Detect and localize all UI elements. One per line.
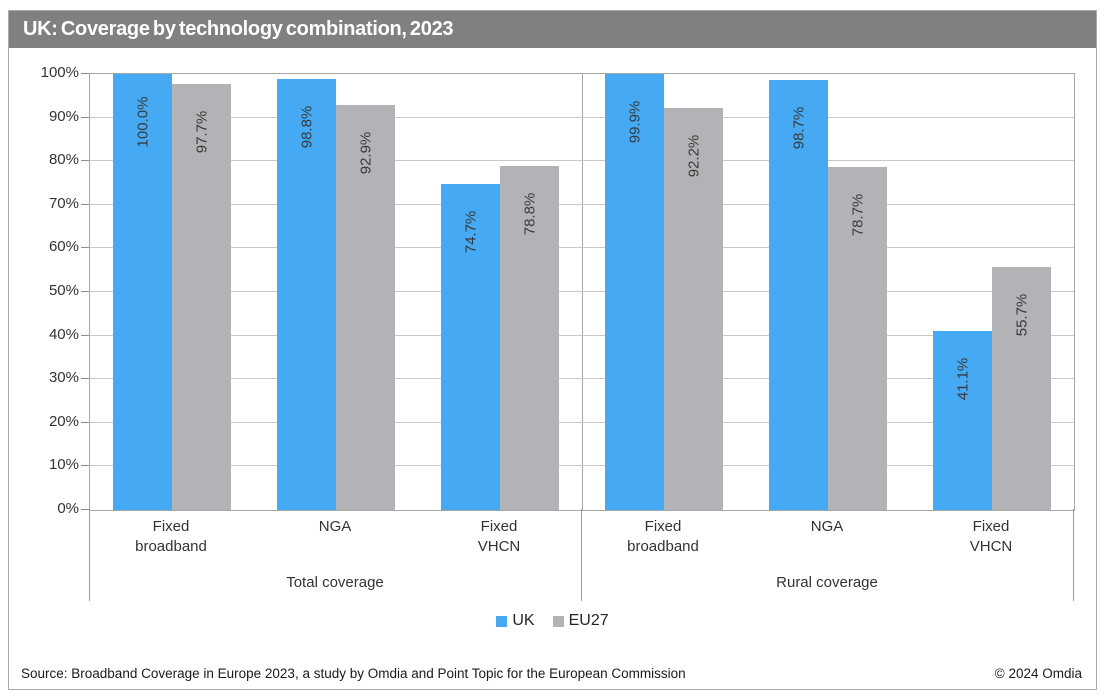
y-axis-tick: [81, 116, 89, 118]
category-label-4: NGA: [810, 518, 844, 535]
bar-data-label: 78.7%: [849, 193, 866, 237]
category-label-5: Fixed VHCN: [969, 518, 1013, 555]
chart-title: UK: Coverage by technology combination, …: [9, 11, 1096, 48]
y-axis-tick: [81, 465, 89, 467]
bar-eu27-5: 55.7%: [992, 267, 1051, 510]
y-axis-label: 80%: [48, 151, 79, 169]
y-axis-tick: [81, 421, 89, 423]
y-axis-label: 50%: [48, 282, 79, 299]
bar-data-label: 55.7%: [1013, 293, 1030, 337]
legend-item-eu27: EU27: [552, 612, 609, 630]
y-axis-label: 20%: [48, 412, 79, 430]
y-axis-label: 70%: [48, 194, 79, 212]
category-label-3: Fixed broadband: [627, 518, 699, 555]
bar-data-label: 92.2%: [685, 134, 702, 178]
category-label-1: NGA: [318, 518, 352, 535]
y-axis-label: 60%: [48, 238, 79, 256]
label-separator-right: [1073, 509, 1074, 601]
y-axis-tick: [81, 73, 89, 74]
gridline: [90, 378, 1074, 380]
bar-data-label: 100.0%: [134, 96, 151, 148]
chart-footer: Source: Broadband Coverage in Europe 202…: [9, 666, 1096, 681]
gridline: [90, 334, 1074, 336]
y-axis-label: 0%: [57, 500, 79, 517]
category-label-2: Fixed VHCN: [477, 518, 521, 555]
bar-data-label: 74.7%: [462, 211, 479, 254]
bar-eu27-1: 92.9%: [336, 104, 395, 510]
bar-data-label: 41.1%: [954, 357, 971, 401]
bar-data-label: 97.7%: [193, 110, 210, 154]
source-note: Source: Broadband Coverage in Europe 202…: [21, 666, 686, 681]
chart-legend: UK EU27: [9, 612, 1096, 630]
y-axis-label: 40%: [48, 325, 79, 343]
y-axis-label: 30%: [48, 369, 79, 387]
y-axis-tick: [81, 334, 89, 336]
group-label-0: Total coverage: [286, 574, 384, 591]
y-axis-label: 100%: [40, 64, 79, 81]
bar-data-label: 98.7%: [790, 106, 807, 149]
bar-uk-0: 100.0%: [113, 74, 172, 510]
label-separator-middle: [581, 509, 582, 601]
bar-data-label: 98.8%: [298, 105, 315, 149]
legend-label-eu27: EU27: [568, 612, 609, 629]
y-axis-label: 90%: [48, 107, 79, 125]
category-label-row: Fixed broadband NGA Fixed VHCN Fixed broadband…: [89, 517, 1073, 557]
bar-uk-3: 99.9%: [605, 74, 664, 510]
bar-uk-4: 98.7%: [769, 79, 828, 510]
bar-eu27-0: 97.7%: [172, 84, 231, 510]
bar-eu27-3: 92.2%: [664, 108, 723, 510]
bar-eu27-2: 78.8%: [500, 166, 559, 510]
group-label-row: Total coverage Rural coverage: [89, 574, 1073, 591]
label-separator-left: [89, 509, 90, 601]
legend-label-uk: UK: [512, 612, 535, 629]
plot-area: 100.0% 97.7% 98.8% 92.9% 74.7% 78.8% 99.9% 92.2…: [89, 73, 1075, 511]
y-axis-tick: [81, 291, 89, 292]
y-axis-tick: [81, 247, 89, 249]
bar-uk-5: 41.1%: [933, 330, 992, 510]
bar-uk-2: 74.7%: [441, 184, 500, 510]
group-label-1: Rural coverage: [776, 574, 878, 591]
bar-uk-1: 98.8%: [277, 79, 336, 510]
eu27-swatch-icon: [552, 615, 564, 627]
group-divider-line: [582, 74, 583, 510]
bar-data-label: 78.8%: [521, 193, 538, 236]
y-axis-tick: [81, 378, 89, 380]
uk-swatch-icon: [496, 615, 508, 627]
gridline: [90, 116, 1074, 118]
bar-data-label: 99.9%: [626, 101, 643, 144]
legend-item-uk: UK: [496, 612, 535, 630]
bar-data-label: 92.9%: [357, 131, 374, 175]
y-axis-tick: [81, 509, 89, 510]
gridline: [90, 465, 1074, 467]
y-axis-label: 10%: [48, 456, 79, 474]
y-axis-tick: [81, 160, 89, 162]
gridline: [90, 160, 1074, 162]
bar-eu27-4: 78.7%: [828, 166, 887, 510]
category-label-0: Fixed broadband: [135, 518, 207, 555]
gridline: [90, 203, 1074, 205]
y-axis-tick: [81, 203, 89, 205]
copyright-note: © 2024 Omdia: [994, 666, 1082, 681]
gridline: [90, 421, 1074, 423]
gridline: [90, 291, 1074, 292]
gridline: [90, 247, 1074, 249]
chart-container: UK: Coverage by technology combination, …: [8, 10, 1097, 690]
